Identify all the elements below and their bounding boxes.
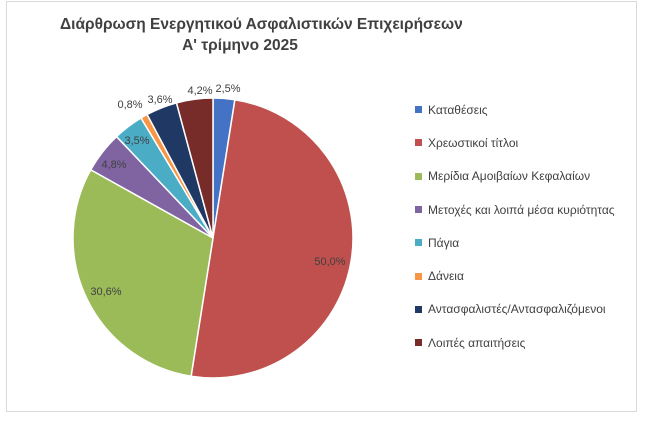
chart-subtitle: Α' τρίμηνο 2025 [182, 37, 298, 54]
legend-swatch [415, 272, 422, 280]
legend-label: Λοιπές απαιτήσεις [428, 335, 526, 350]
legend-item: Χρεωστικοί τίτλοι [415, 126, 640, 159]
legend-label: Πάγια [428, 235, 460, 250]
legend-swatch [415, 206, 422, 214]
data-label-2: 50,0% [314, 256, 345, 268]
legend-swatch [415, 305, 422, 313]
legend: Καταθέσεις Χρεωστικοί τίτλοι Μερίδια Αμοιβ… [415, 93, 640, 359]
chart-title: Διάρθρωση Ενεργητικού Ασφαλιστικών Επιχε… [60, 14, 463, 56]
data-label-7: 3,6% [147, 94, 172, 106]
legend-label: Μετοχές και λοιπά μέσα κυριότητας [428, 202, 615, 217]
legend-label: Καταθέσεις [428, 102, 488, 117]
legend-item: Καταθέσεις [415, 93, 640, 126]
legend-item: Λοιπές απαιτήσεις [415, 326, 640, 359]
legend-swatch [415, 106, 422, 114]
legend-swatch [415, 172, 422, 180]
chart-title-line1: Διάρθρωση Ενεργητικού Ασφαλιστικών Επιχε… [60, 16, 463, 33]
data-label-4: 4,8% [101, 159, 126, 171]
data-label-5: 3,5% [124, 135, 149, 147]
legend-label: Χρεωστικοί τίτλοι [428, 135, 519, 150]
legend-item: Πάγια [415, 226, 640, 259]
legend-label: Μερίδια Αμοιβαίων Κεφαλαίων [428, 169, 591, 184]
legend-swatch [415, 239, 422, 247]
data-label-3: 30,6% [90, 286, 121, 298]
pie-slice-8 [175, 97, 214, 239]
data-label-8: 4,2% [187, 85, 212, 97]
legend-item: Μετοχές και λοιπά μέσα κυριότητας [415, 193, 640, 226]
data-label-1: 2,5% [215, 83, 240, 95]
legend-label: Αντασφαλιστές/Αντασφαλιζόμενοι [428, 302, 606, 317]
data-label-6: 0,8% [117, 99, 142, 111]
pie-slice-3 [72, 168, 214, 378]
legend-item: Αντασφαλιστές/Αντασφαλιζόμενοι [415, 293, 640, 326]
legend-swatch [415, 139, 422, 147]
pie-slice-2 [190, 98, 354, 379]
legend-item: Δάνεια [415, 259, 640, 292]
legend-item: Μερίδια Αμοιβαίων Κεφαλαίων [415, 160, 640, 193]
legend-swatch [415, 339, 422, 347]
legend-label: Δάνεια [428, 269, 464, 284]
